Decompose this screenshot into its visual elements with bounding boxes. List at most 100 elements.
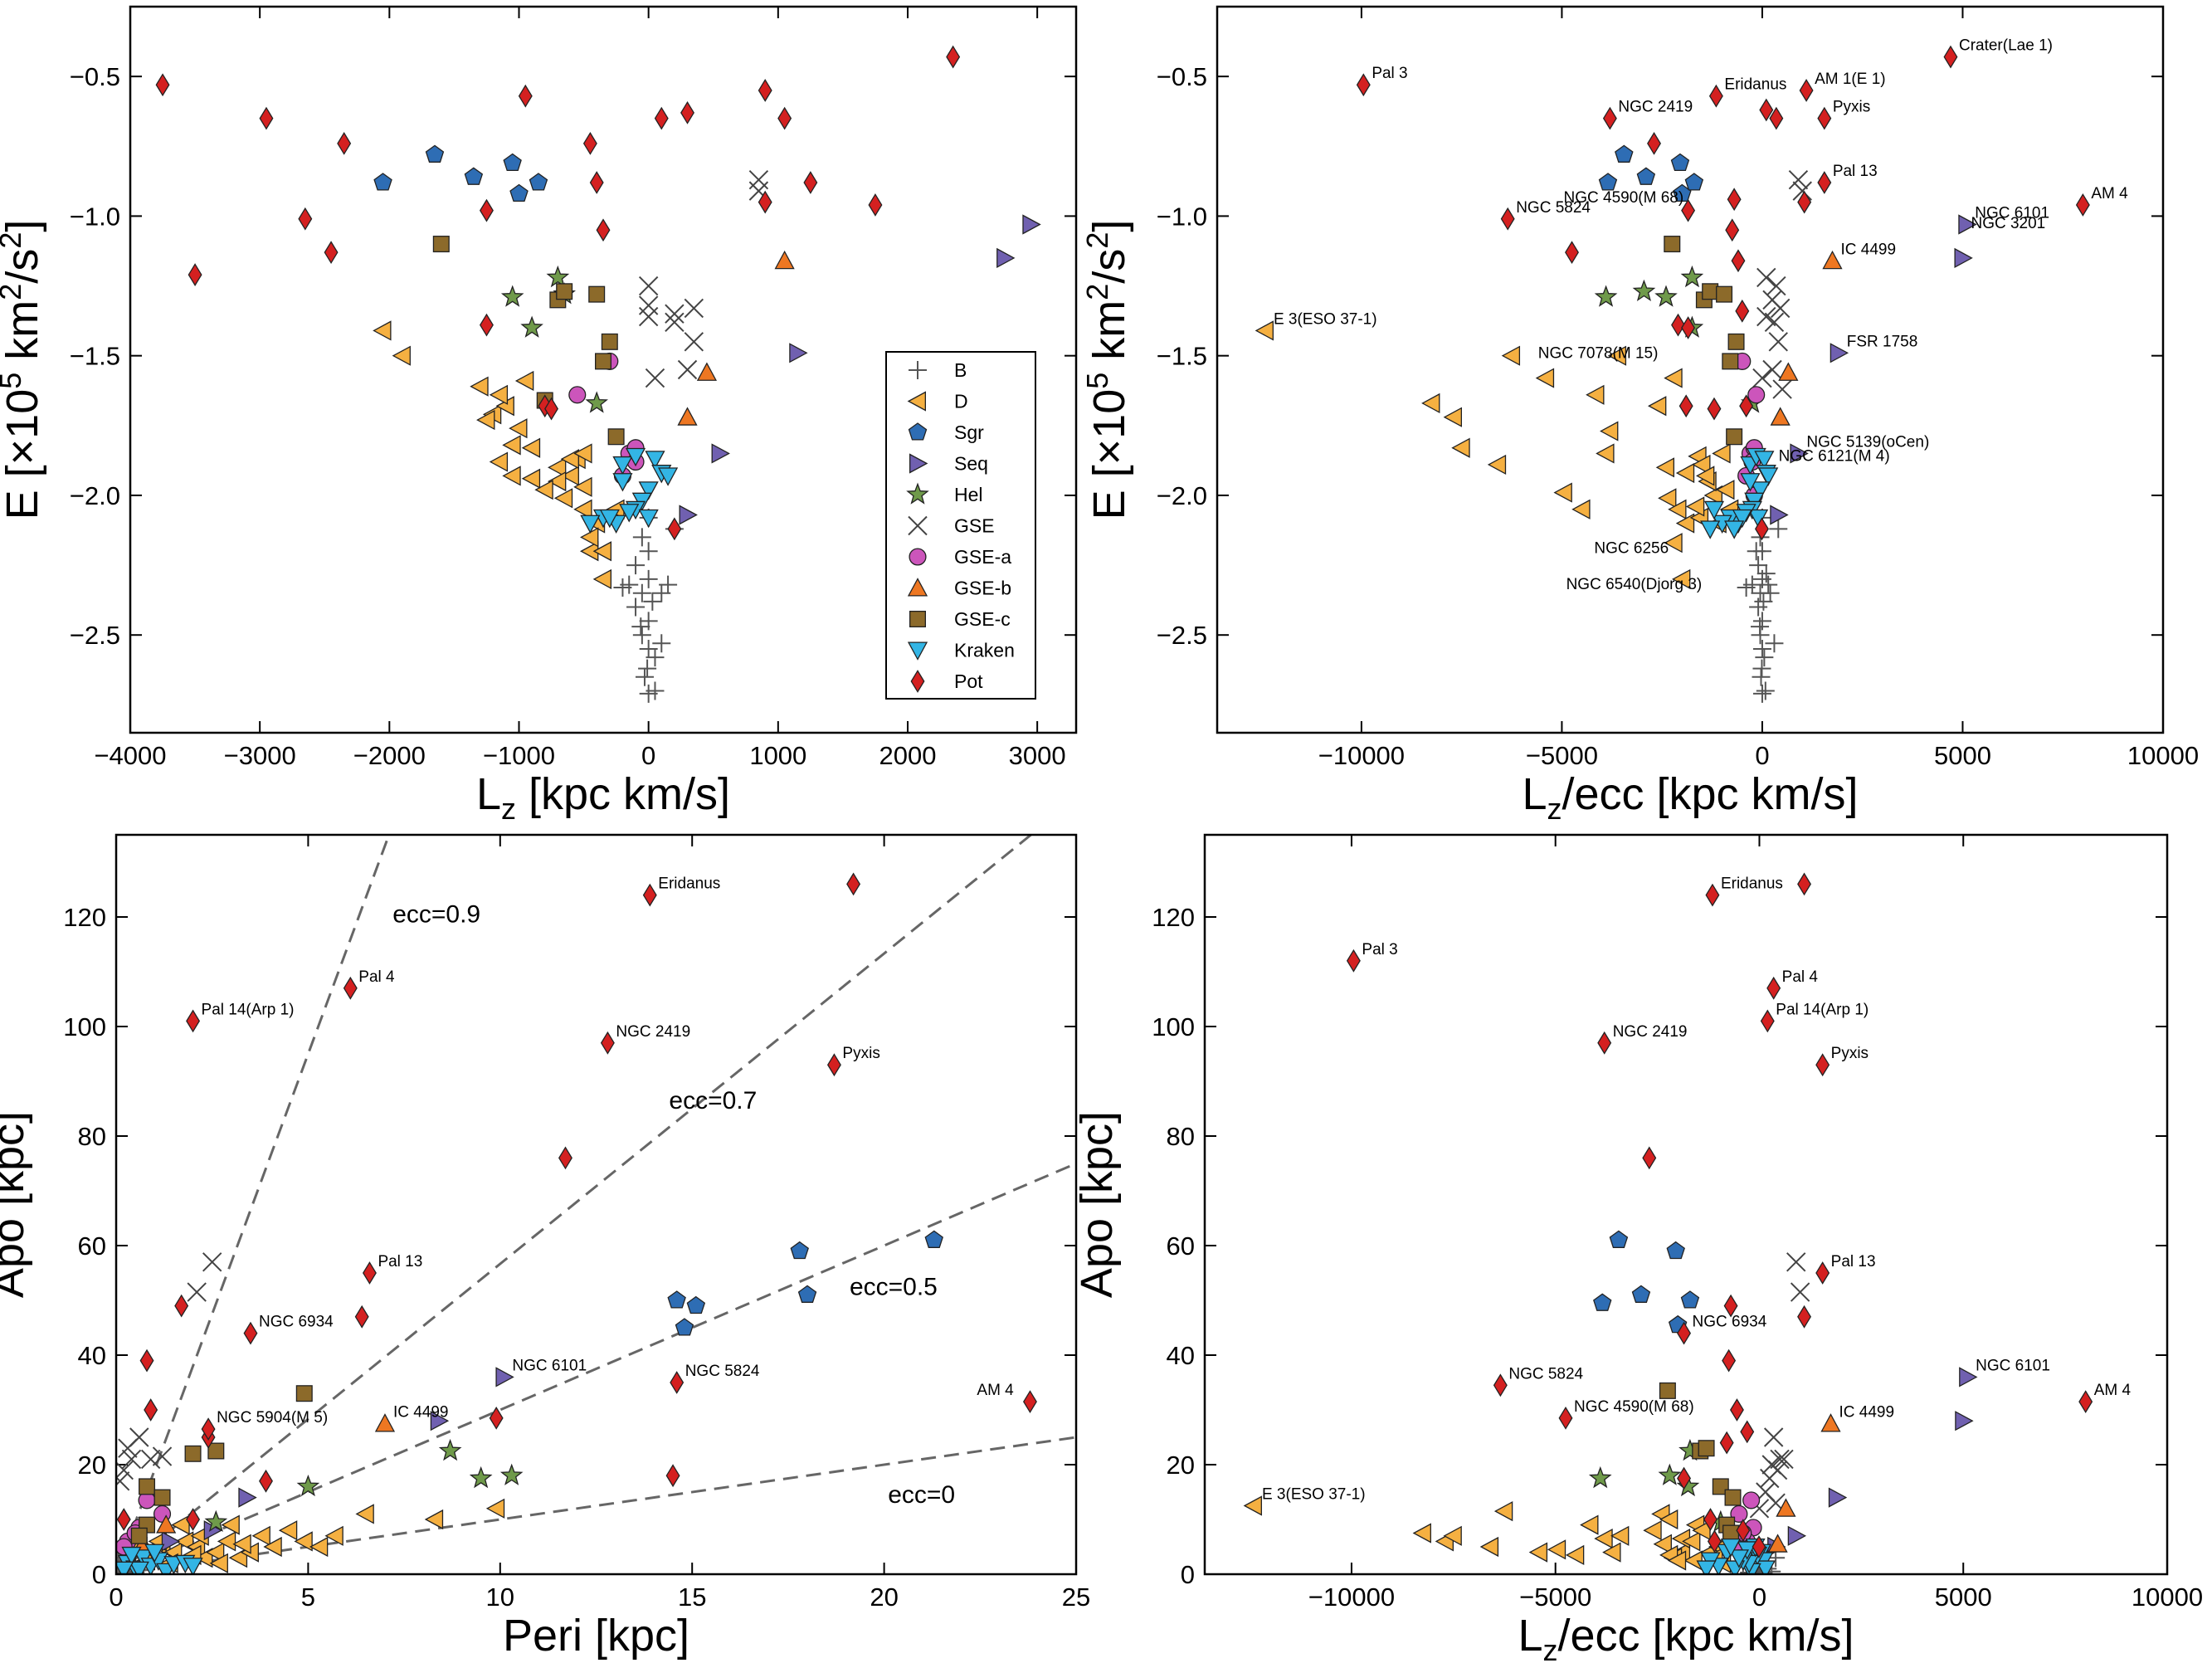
point-gse (1772, 379, 1792, 399)
point-kraken (1732, 509, 1752, 529)
point-pot (1736, 1519, 1751, 1543)
y-axis-label: Apo [kpc] (1072, 1111, 1122, 1298)
point-pot (803, 171, 818, 194)
point-pot (589, 171, 604, 194)
point-kraken (599, 509, 620, 529)
point-d (1412, 1523, 1431, 1544)
point-kraken (1724, 520, 1745, 539)
point-d (580, 527, 599, 548)
point-gse (1790, 1282, 1810, 1302)
point-pot (1671, 313, 1685, 337)
legend-marker-gse-c (909, 611, 927, 628)
point-b (1737, 578, 1756, 597)
point-d (1682, 1531, 1701, 1552)
point-gse-c (295, 1385, 313, 1402)
point-kraken (1755, 1560, 1776, 1574)
x-tick-label: 0 (109, 1583, 123, 1612)
point-hel (520, 315, 543, 338)
point-pot (298, 207, 313, 231)
point-d (573, 499, 592, 519)
point-kraken (1754, 451, 1775, 470)
point-gse-c (207, 1442, 225, 1460)
point-pot (1346, 949, 1361, 973)
point-d (485, 1498, 505, 1519)
point-d (1703, 485, 1722, 506)
annotation-label: Pal 3 (1372, 65, 1407, 82)
y-tick-label: 20 (78, 1451, 106, 1480)
point-pot (946, 45, 961, 69)
point-pot (1703, 1508, 1717, 1531)
legend-label-gse: GSE (954, 515, 995, 537)
point-d (392, 345, 411, 366)
y-tick-label: 20 (1167, 1451, 1195, 1480)
point-gse (1752, 368, 1772, 388)
point-b (632, 528, 651, 547)
annotation-label: Pal 3 (1362, 941, 1397, 958)
point-b (643, 592, 662, 611)
point-d (1607, 345, 1627, 366)
point-gse-a (1747, 386, 1766, 404)
point-gse (1788, 169, 1809, 190)
annotation-label: E 3(ESO 37-1) (1274, 310, 1377, 328)
point-b (1754, 592, 1773, 611)
y-tick-label: 120 (63, 903, 106, 932)
point-gse-a (568, 386, 587, 404)
point-pot (155, 73, 170, 97)
point-pot (243, 1321, 258, 1345)
x-tick-label: −3000 (224, 741, 296, 770)
point-kraken (625, 447, 646, 467)
annotation-label: Pyxis (1833, 99, 1870, 116)
point-gse (638, 276, 659, 296)
point-seq (495, 1367, 514, 1387)
legend-marker-gse-b (907, 578, 928, 597)
x-tick-label: −5000 (1526, 741, 1598, 770)
point-sgr (1615, 144, 1634, 163)
point-d (592, 541, 611, 562)
x-tick-label: −5000 (1519, 1583, 1591, 1612)
point-pot (259, 106, 274, 130)
point-gse (1762, 290, 1782, 310)
annotation-label: Pal 13 (1831, 1253, 1876, 1270)
legend-label-gse-a: GSE-a (954, 546, 1011, 568)
legend-marker-seq (909, 453, 928, 474)
point-gse-b (677, 407, 698, 426)
point-d (1443, 1525, 1462, 1546)
annotation-label: IC 4499 (393, 1404, 449, 1422)
annotation-label: NGC 6934 (259, 1314, 334, 1331)
x-axis-label: Lz/ecc [kpc km/s] (1518, 1611, 1854, 1663)
point-pot (1597, 1031, 1612, 1055)
point-b (632, 583, 651, 602)
x-tick-label: 2000 (879, 741, 937, 770)
annotation-label: Pal 13 (1833, 163, 1878, 180)
point-d (560, 449, 579, 470)
legend-label-gse-c: GSE-c (954, 608, 1011, 630)
point-hel (1658, 1463, 1682, 1485)
annotation-label: NGC 2419 (616, 1023, 690, 1041)
annotation-label: NGC 6934 (1693, 1314, 1767, 1331)
point-gse-c (1659, 1382, 1676, 1399)
point-pot (596, 218, 611, 242)
point-sgr (464, 167, 484, 185)
point-d (209, 1553, 228, 1573)
y-tick-label: 60 (78, 1231, 106, 1261)
point-d (251, 1525, 270, 1546)
point-gse (1761, 1455, 1781, 1475)
annotation-label: NGC 6101 (1975, 205, 2049, 222)
point-seq (996, 247, 1016, 268)
point-gse (748, 169, 769, 190)
point-pot (144, 1398, 158, 1422)
point-d (1255, 320, 1274, 341)
point-d (1594, 1529, 1613, 1549)
point-seq (1790, 443, 1809, 464)
legend-marker-pot (910, 670, 925, 693)
legend-marker-b (909, 361, 927, 379)
point-d (1610, 1525, 1630, 1546)
point-d (502, 435, 521, 456)
legend-label-sgr: Sgr (954, 422, 984, 443)
point-pot (758, 190, 772, 214)
point-pot (582, 132, 597, 155)
point-sgr (1609, 1230, 1629, 1248)
point-pot (337, 132, 352, 155)
point-pot (654, 106, 669, 130)
annotation-label: Pyxis (842, 1045, 879, 1062)
